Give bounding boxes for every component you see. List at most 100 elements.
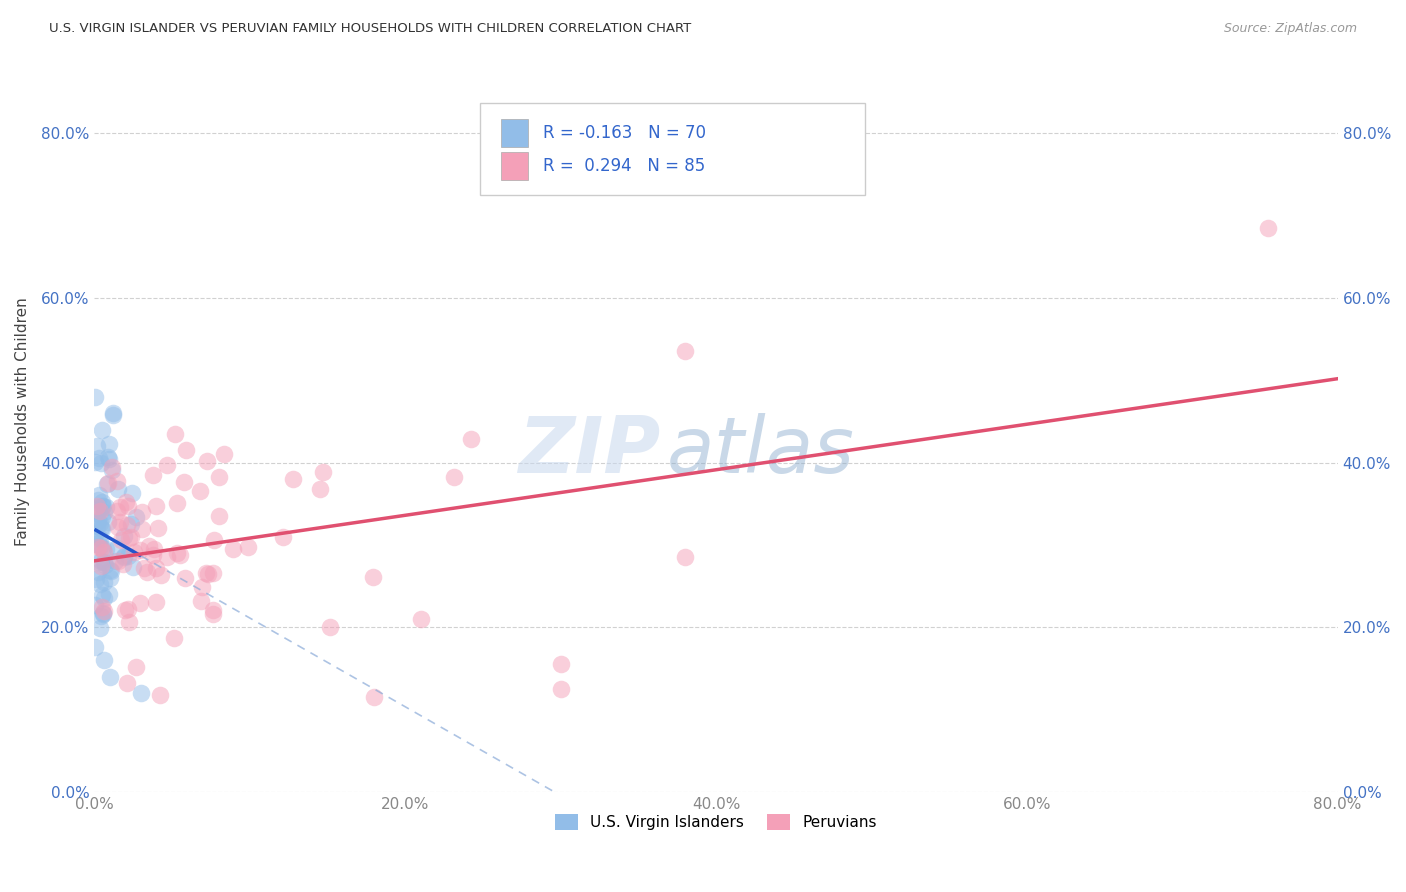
Point (202, 602, 225, 616)
Point (107, 554, 129, 568)
Point (166, 496, 188, 510)
Point (110, 533, 132, 547)
Point (91, 606, 114, 620)
Point (91, 522, 114, 536)
Point (93, 545, 115, 559)
Point (84, 536, 107, 550)
Point (103, 406, 125, 420)
Point (319, 620, 342, 634)
Point (197, 566, 219, 581)
Point (97, 516, 120, 530)
Point (128, 542, 150, 557)
Text: ZIP: ZIP (517, 413, 659, 489)
Point (94, 500, 117, 515)
Point (121, 486, 143, 500)
FancyBboxPatch shape (501, 119, 529, 147)
Point (117, 518, 139, 533)
Point (138, 539, 160, 553)
Point (97, 451, 120, 466)
Point (91, 600, 114, 615)
Text: R = -0.163   N = 70: R = -0.163 N = 70 (543, 124, 706, 142)
Point (1257, 220, 1279, 235)
Point (90, 520, 112, 534)
Point (120, 516, 142, 531)
Point (363, 690, 385, 705)
Point (90, 423, 112, 437)
Point (87, 565, 110, 579)
Point (173, 571, 195, 585)
Point (165, 426, 187, 441)
Point (673, 550, 696, 565)
Point (117, 549, 139, 563)
Point (117, 676, 139, 690)
Point (84, 640, 107, 655)
Point (87, 530, 110, 544)
Point (190, 580, 212, 594)
Point (120, 530, 142, 544)
Point (550, 657, 572, 672)
Point (89, 621, 111, 635)
Point (143, 541, 166, 556)
Point (131, 523, 153, 537)
Point (194, 566, 217, 580)
Point (91, 607, 114, 621)
Point (125, 509, 148, 524)
Point (90, 541, 112, 556)
Point (283, 472, 305, 486)
Legend: U.S. Virgin Islanders, Peruvians: U.S. Virgin Islanders, Peruvians (550, 808, 883, 836)
Point (156, 458, 179, 472)
Point (105, 475, 128, 489)
Point (163, 631, 186, 645)
Point (84, 390, 107, 404)
Point (190, 593, 212, 607)
Point (131, 505, 153, 519)
Point (91, 542, 114, 557)
Point (101, 408, 124, 422)
Point (118, 615, 141, 630)
Point (188, 484, 211, 499)
Point (145, 595, 167, 609)
Point (89, 539, 111, 553)
Point (105, 541, 128, 555)
Point (312, 466, 335, 480)
Point (84, 501, 107, 516)
Point (87, 451, 110, 466)
Point (169, 548, 191, 562)
Point (93, 591, 115, 606)
Point (91, 499, 114, 513)
Point (107, 519, 129, 533)
Point (86, 439, 108, 453)
Point (97, 450, 120, 464)
Point (142, 467, 165, 482)
Point (96, 477, 118, 491)
Point (84, 527, 107, 541)
FancyBboxPatch shape (479, 103, 865, 195)
Point (148, 521, 170, 535)
Point (443, 470, 465, 484)
Point (214, 447, 236, 461)
Point (98, 563, 121, 577)
Point (84, 572, 107, 586)
Point (125, 660, 148, 674)
Point (89, 516, 111, 531)
Point (202, 533, 225, 548)
Point (91, 500, 114, 514)
Point (118, 531, 141, 545)
Point (673, 344, 696, 359)
Point (148, 688, 170, 702)
Point (271, 530, 294, 544)
Point (124, 545, 146, 559)
Point (90, 558, 112, 573)
Point (145, 561, 167, 575)
Point (100, 564, 122, 578)
Point (122, 560, 145, 574)
Point (93, 555, 115, 569)
Point (93, 575, 115, 590)
Point (94, 542, 117, 557)
Point (173, 475, 195, 490)
Point (136, 566, 159, 580)
Point (98, 437, 121, 451)
Point (90, 554, 112, 568)
Point (87, 514, 110, 528)
Point (84, 455, 107, 469)
